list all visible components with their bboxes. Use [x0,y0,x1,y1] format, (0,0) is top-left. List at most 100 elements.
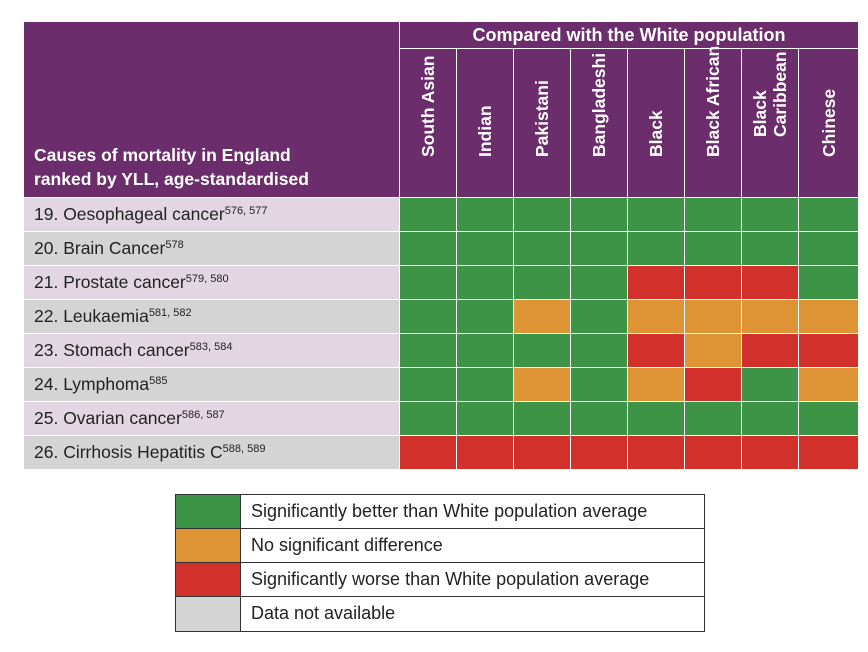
legend-swatch-na [176,597,241,631]
row-label: 19. Oesophageal cancer576, 577 [24,198,399,231]
legend: Significantly better than White populati… [175,494,705,632]
row-label-text: 20. Brain Cancer [34,238,166,258]
column-header-line: Black [646,110,666,157]
result-cell-better [571,300,627,333]
row-label-text: 25. Ovarian cancer [34,408,182,428]
result-cell-better [400,232,456,265]
legend-swatch-worse [176,563,241,596]
legend-swatch-none [176,529,241,562]
column-header-label: Indian [475,105,495,157]
result-cell-worse [742,266,798,299]
legend-label: No significant difference [251,535,443,555]
row-reference: 579, 580 [185,273,229,285]
row-label-text: 21. Prostate cancer [34,272,186,292]
result-cell-better [514,402,570,435]
result-cell-better [628,232,684,265]
row-reference: 583, 584 [189,341,233,353]
column-header-label: Black Caribbean [750,51,790,137]
column-header-label: Chinese [819,89,839,157]
result-cell-worse [799,436,858,469]
result-cell-worse [742,436,798,469]
group-header: Compared with the White population [400,22,858,48]
row-header-line-1: Causes of mortality in England [34,145,291,165]
column-header-line: Black African [703,45,723,157]
legend-item: Significantly worse than White populatio… [176,563,704,597]
row-label-text: 22. Leukaemia [34,306,149,326]
column-header: Black African [685,45,741,197]
result-cell-worse [742,334,798,367]
result-cell-better [799,266,858,299]
result-cell-better [799,402,858,435]
result-cell-better [400,266,456,299]
row-label: 23. Stomach cancer583, 584 [24,334,399,367]
legend-swatch-better [176,495,241,528]
result-cell-none [514,368,570,401]
column-header-label: Pakistani [532,80,552,157]
row-reference: 576, 577 [224,205,268,217]
result-cell-better [457,368,513,401]
row-reference: 578 [165,239,184,251]
legend-item: Significantly better than White populati… [176,495,704,529]
column-header: Black [628,49,684,197]
row-reference: 581, 582 [148,307,192,319]
legend-label: Data not available [251,603,396,623]
row-header-cell: Causes of mortality in England ranked by… [24,22,399,197]
result-cell-better [457,266,513,299]
result-cell-worse [685,436,741,469]
row-label: 26. Cirrhosis Hepatitis C588, 589 [24,436,399,469]
result-cell-worse [628,266,684,299]
result-cell-better [400,402,456,435]
result-cell-none [742,300,798,333]
result-cell-better [685,198,741,231]
column-header-line: Bangladeshi [589,52,609,157]
result-cell-better [571,402,627,435]
legend-item: No significant difference [176,529,704,563]
row-reference: 586, 587 [181,409,225,421]
result-cell-better [685,402,741,435]
column-header-line: South Asian [418,55,438,157]
column-header-line: Caribbean [770,51,790,137]
row-label: 24. Lymphoma585 [24,368,399,401]
column-header-label: Bangladeshi [589,53,609,157]
result-cell-none [799,300,858,333]
column-header-line: Chinese [818,88,839,157]
column-header: Pakistani [514,49,570,197]
result-cell-better [457,402,513,435]
column-header-label: South Asian [418,56,438,157]
column-header: Bangladeshi [571,49,627,197]
result-cell-worse [514,436,570,469]
result-cell-none [514,300,570,333]
result-cell-better [571,368,627,401]
row-label: 25. Ovarian cancer586, 587 [24,402,399,435]
result-cell-none [685,334,741,367]
column-header-line: Pakistani [532,80,552,157]
result-cell-better [628,198,684,231]
result-cell-better [400,334,456,367]
result-cell-better [400,300,456,333]
row-label: 22. Leukaemia581, 582 [24,300,399,333]
result-cell-better [628,402,684,435]
result-cell-better [457,334,513,367]
row-label: 21. Prostate cancer579, 580 [24,266,399,299]
result-cell-better [514,266,570,299]
result-cell-better [742,198,798,231]
column-header-line: Black [750,90,770,137]
legend-item: Data not available [176,597,704,631]
result-cell-worse [400,436,456,469]
legend-label: Significantly better than White populati… [251,501,648,521]
row-label-text: 23. Stomach cancer [34,340,190,360]
result-cell-better [457,232,513,265]
result-cell-better [742,232,798,265]
row-label-text: 24. Lymphoma [34,374,150,394]
result-cell-better [799,198,858,231]
row-label: 20. Brain Cancer578 [24,232,399,265]
result-cell-better [514,334,570,367]
result-cell-worse [457,436,513,469]
result-cell-better [514,198,570,231]
result-cell-worse [685,368,741,401]
column-header-line: Indian [475,105,495,157]
row-reference: 588, 589 [222,443,266,455]
result-cell-better [457,300,513,333]
column-header: Indian [457,49,513,197]
result-cell-better [742,402,798,435]
